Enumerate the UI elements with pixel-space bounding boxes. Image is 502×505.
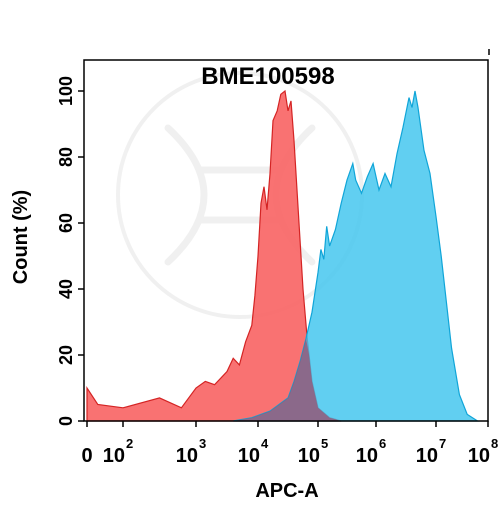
x-tick-label: 10: [468, 445, 490, 467]
x-tick-exponent: 6: [379, 436, 386, 451]
x-tick-exponent: 5: [321, 436, 328, 451]
x-tick-label: 0: [81, 445, 92, 467]
y-tick-label: 80: [56, 147, 76, 167]
x-tick-exponent: 3: [199, 436, 206, 451]
x-tick-label: 10: [176, 445, 198, 467]
series-layer: [86, 89, 480, 422]
x-tick-label: 10: [298, 445, 320, 467]
overlap-area: [233, 338, 342, 421]
y-tick-label: 100: [56, 76, 76, 106]
series-2-area: [233, 90, 480, 422]
x-tick-exponent: 8: [491, 436, 498, 451]
series-1-area: [86, 89, 342, 422]
x-tick-label: 10: [416, 445, 438, 467]
y-tick-label: 0: [56, 416, 76, 426]
x-tick-label: 10: [356, 445, 378, 467]
chart-title: BME100598: [201, 63, 334, 90]
y-tick-label: 20: [56, 345, 76, 365]
y-axis: 0 20 40 60 80 100: [56, 76, 84, 426]
x-tick-exponent: 7: [439, 436, 446, 451]
x-tick-exponent: 2: [126, 436, 133, 451]
plot-frame: [83, 59, 489, 422]
x-axis-title: APC-A: [255, 480, 318, 502]
x-tick-label: 10: [238, 445, 260, 467]
x-tick-exponent: 4: [261, 436, 269, 451]
y-tick-label: 40: [56, 279, 76, 299]
y-axis-title: Count (%): [10, 190, 32, 284]
x-tick-label: 10: [103, 445, 125, 467]
y-tick-label: 60: [56, 213, 76, 233]
